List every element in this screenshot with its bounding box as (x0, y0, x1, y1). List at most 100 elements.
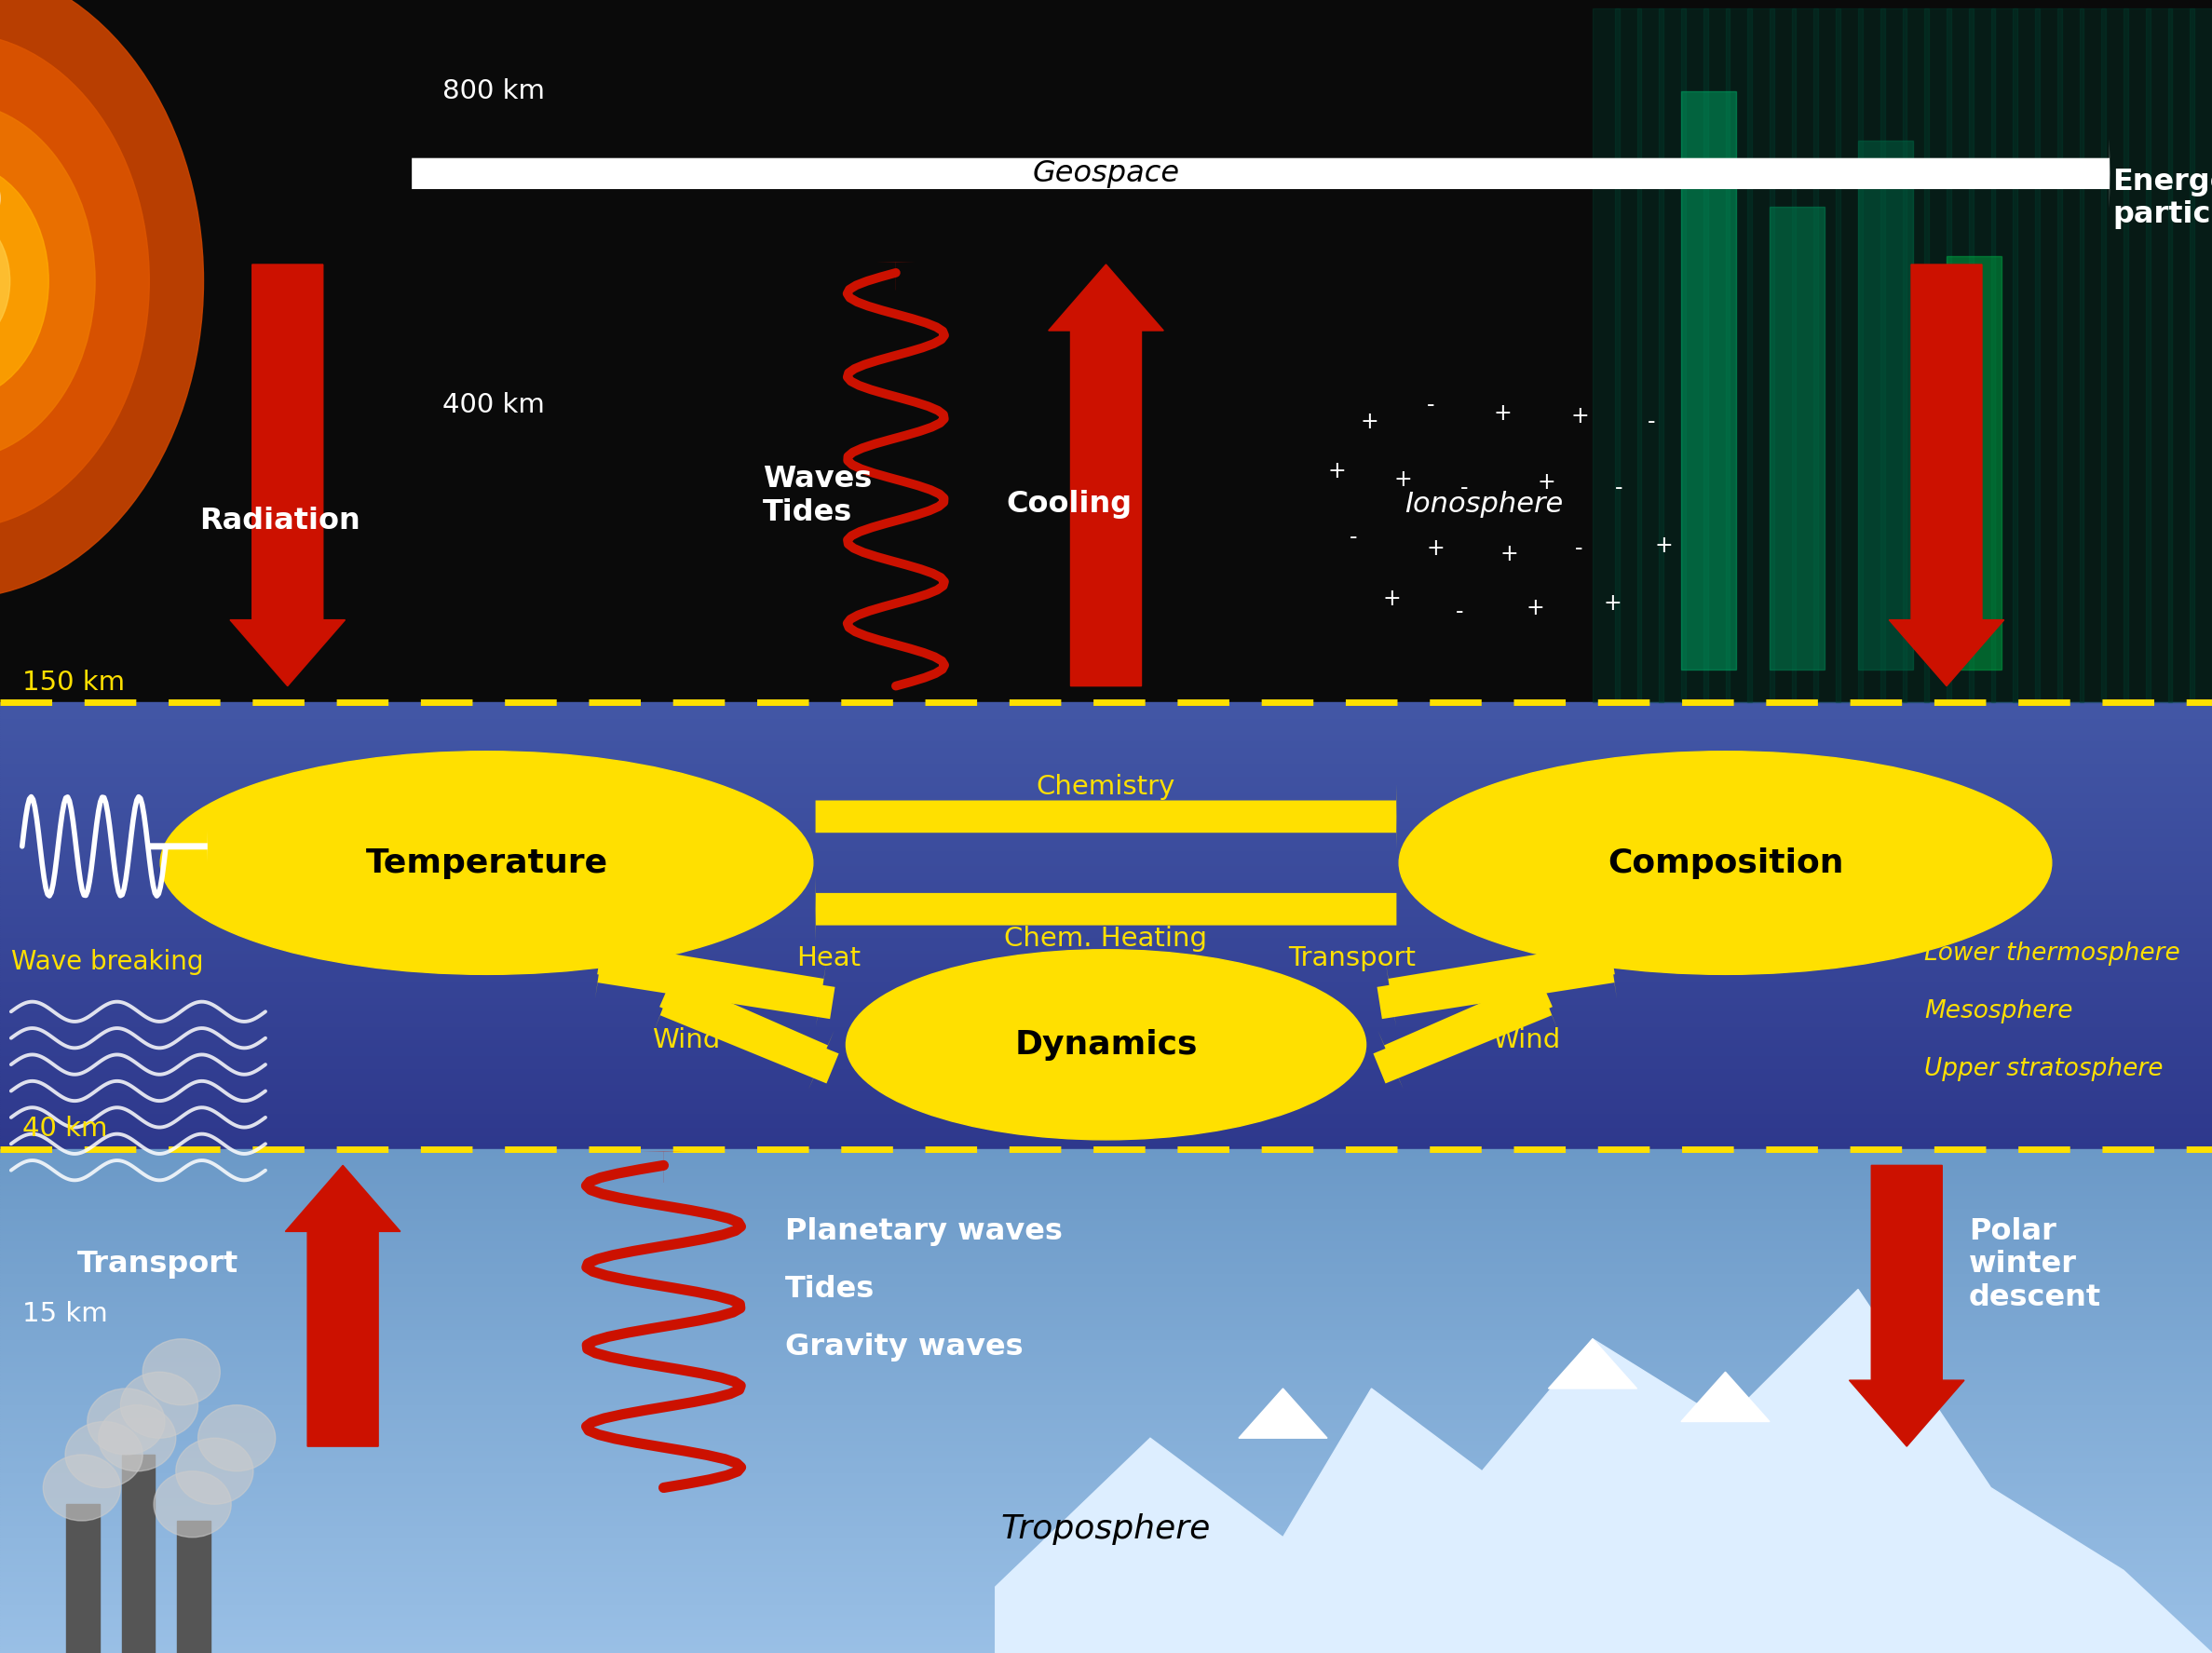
Bar (0, 1484, 2212, 1486)
Text: Dynamics: Dynamics (1015, 1028, 1197, 1061)
Bar (0, 1529, 2212, 1532)
Bar (0, 1496, 2212, 1499)
Bar (0, 1374, 2212, 1375)
Bar (0, 1045, 2212, 1046)
Bar (0, 1172, 2212, 1174)
Bar (0, 1565, 2212, 1567)
Bar (0, 1222, 2212, 1225)
Bar (0, 790, 2212, 792)
Bar (0, 1455, 2212, 1456)
Bar (0, 1240, 2212, 1241)
Bar (0, 1258, 2212, 1260)
Bar (0, 1364, 2212, 1365)
Ellipse shape (0, 0, 204, 598)
Bar (0, 1354, 2212, 1355)
Bar (0, 1635, 2212, 1638)
Text: Lower thermosphere: Lower thermosphere (1924, 942, 2181, 965)
Bar (0, 1648, 2212, 1650)
Bar (0, 760, 2212, 762)
Bar (0, 1359, 2212, 1360)
Bar (0, 1597, 2212, 1600)
Bar (0, 1235, 2212, 1236)
Bar (0, 990, 2212, 992)
Bar (0, 1470, 2212, 1471)
Bar (0, 1227, 2212, 1230)
Bar (0, 797, 2212, 798)
Bar (0, 992, 2212, 995)
Text: +: + (1427, 537, 1444, 560)
Bar (0, 1038, 2212, 1040)
Bar (0, 1093, 2212, 1096)
Bar (0, 1402, 2212, 1403)
Bar (0, 755, 2212, 759)
Bar (0, 1279, 2212, 1283)
Bar (0, 1321, 2212, 1322)
Bar (0, 1572, 2212, 1575)
Bar (0, 1390, 2212, 1393)
Bar (0, 901, 2212, 903)
Bar (1858, 8, 1885, 703)
Bar (0, 1557, 2212, 1560)
Text: +: + (1537, 471, 1555, 494)
Bar (0, 1109, 2212, 1111)
Bar (0, 1519, 2212, 1522)
Bar (0, 1560, 2212, 1562)
Bar (0, 1443, 2212, 1446)
Bar (0, 1436, 2212, 1438)
Bar (0, 1083, 2212, 1084)
Bar (0, 1643, 2212, 1645)
Bar (0, 798, 2212, 800)
Text: 400 km: 400 km (442, 392, 544, 418)
Bar (2013, 8, 2039, 703)
Bar (0, 1182, 2212, 1184)
Bar (0, 1446, 2212, 1448)
Bar (0, 1471, 2212, 1474)
Bar (0, 1112, 2212, 1116)
Bar (0, 1127, 2212, 1129)
FancyArrow shape (1048, 264, 1164, 686)
Bar (0, 1346, 2212, 1347)
Bar (0, 1620, 2212, 1623)
Bar (0, 1129, 2212, 1131)
Bar (0, 1136, 2212, 1137)
Bar (0, 739, 2212, 741)
Text: -: - (1455, 600, 1464, 623)
Bar (0, 1225, 2212, 1227)
Bar (0, 1149, 2212, 1152)
Bar (0, 1509, 2212, 1512)
Bar (0, 1585, 2212, 1587)
Bar (0, 1337, 2212, 1341)
Bar (0, 1028, 2212, 1030)
Bar (0, 784, 2212, 785)
Bar (0, 1217, 2212, 1220)
Text: Polar
winter
descent: Polar winter descent (1969, 1217, 2101, 1312)
Bar (0, 1119, 2212, 1122)
Bar (0, 1169, 2212, 1172)
Bar (0, 931, 2212, 932)
Bar (0, 1360, 2212, 1364)
Bar (0, 1417, 2212, 1418)
Bar (0, 717, 2212, 721)
Bar (0, 1395, 2212, 1398)
Bar (0, 1263, 2212, 1265)
Bar (0, 1147, 2212, 1149)
Bar (0, 1418, 2212, 1422)
Bar (0, 785, 2212, 787)
Text: -: - (1615, 476, 1624, 499)
Bar (0, 1284, 2212, 1288)
Bar (0, 1231, 2212, 1235)
Bar (0, 1451, 2212, 1455)
Bar (0, 873, 2212, 874)
Bar (0, 1061, 2212, 1065)
Bar (1615, 8, 1641, 703)
Bar (0, 828, 2212, 830)
Ellipse shape (0, 212, 11, 350)
Bar (0, 1073, 2212, 1074)
Ellipse shape (175, 1438, 252, 1504)
Bar (0, 1283, 2212, 1284)
Bar (0, 876, 2212, 879)
Bar (0, 1317, 2212, 1321)
Bar (0, 1438, 2212, 1441)
Bar (0, 1134, 2212, 1136)
Bar (0, 1389, 2212, 1390)
